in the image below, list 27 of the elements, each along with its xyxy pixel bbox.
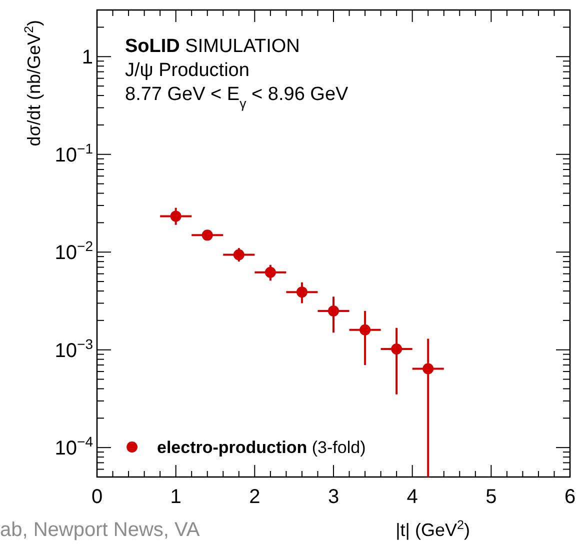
annotation: J/ψ Production (125, 60, 250, 81)
point (233, 249, 244, 260)
annotation: SoLID SIMULATION (125, 36, 300, 57)
y-tick-label: 10$^{−2}$ (54, 238, 94, 264)
point (264, 266, 276, 278)
point (202, 230, 213, 241)
y-tick-label: 10$^{−3}$ (54, 336, 94, 362)
text: ab, Newport News, VA (0, 519, 200, 541)
point (422, 363, 434, 374)
point (170, 210, 182, 222)
point (296, 286, 308, 298)
x-tick-label: 0 (91, 486, 103, 508)
point (328, 305, 339, 316)
x-tick-label: 2 (249, 486, 260, 508)
point (391, 344, 402, 354)
point (360, 324, 371, 336)
annotation: 8.77 GeV < E$_{γ}$ < 8.96 GeV (125, 84, 349, 110)
y-tick-label: 10$^{−1}$ (54, 140, 94, 166)
x-tick-label: 6 (564, 486, 576, 508)
legend-label: electro-production (3-fold) (157, 438, 366, 457)
y-tick-label: 1 (82, 46, 93, 69)
x-tick-label: 5 (486, 486, 497, 508)
x-tick-label: 3 (328, 486, 340, 508)
y-tick-label: 10$^{−4}$ (54, 434, 94, 460)
x-tick-label: 1 (170, 486, 182, 508)
x-axis-title: |t| (GeV$^{2}$) (396, 518, 470, 540)
x-tick-label: 4 (406, 486, 418, 508)
